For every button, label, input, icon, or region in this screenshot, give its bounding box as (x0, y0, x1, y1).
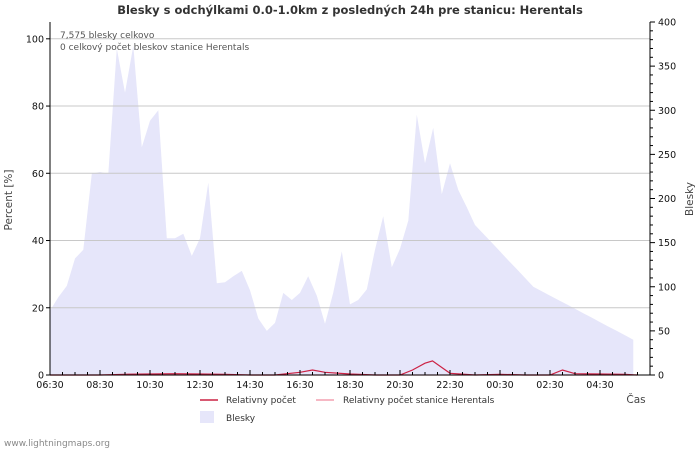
y-right-tick-label-50: 50 (658, 326, 670, 337)
x-tick-label-2230: 22:30 (436, 380, 463, 391)
x-axis-label: Čas (626, 393, 645, 406)
x-tick-label-1630: 16:30 (286, 380, 313, 391)
y-axis-right-label: Blesky (684, 182, 696, 216)
x-tick-label-2030: 20:30 (386, 380, 413, 391)
legend-swatch-blesky (200, 411, 214, 423)
y-left-tick-label-80: 80 (32, 102, 44, 113)
y-right-tick-label-250: 250 (658, 150, 676, 161)
credit-text: www.lightningmaps.org (4, 439, 110, 449)
y-right-tick-label-100: 100 (658, 282, 676, 293)
x-tick-label-0630: 06:30 (36, 380, 63, 391)
y-left-tick-label-20: 20 (32, 303, 44, 314)
axes (46, 21, 655, 376)
y-right-tick-label-300: 300 (658, 106, 676, 117)
y-left-tick-label-100: 100 (26, 34, 44, 45)
y-left-tick-label-0: 0 (38, 371, 44, 382)
y-left-tick-label-40: 40 (32, 236, 44, 247)
x-tick-label-0430: 04:30 (586, 380, 613, 391)
x-tick-label-1830: 18:30 (336, 380, 363, 391)
y-right-tick-label-150: 150 (658, 238, 676, 249)
x-tick-label-1030: 10:30 (136, 380, 163, 391)
tick-labels: 0 20 40 60 80 100 0 50 100 150 200 250 300 350 400 06:3… (26, 18, 676, 392)
chart-title: Blesky s odchýlkami 0.0-1.0km z posledný… (117, 3, 583, 17)
x-tick-label-0230: 02:30 (536, 380, 563, 391)
y-right-tick-label-350: 350 (658, 62, 676, 73)
x-tick-label-1430: 14:30 (236, 380, 263, 391)
gridlines (50, 38, 650, 309)
blesky-area-layer (50, 45, 634, 376)
y-right-tick-label-400: 400 (658, 18, 676, 29)
legend: Relativny počet Relativny počet stanice … (200, 395, 495, 424)
annotation-total-strikes: 7,575 blesky celkovo (60, 31, 155, 41)
annotation-station-strikes: 0 celkový počet bleskov stanice Herental… (60, 42, 249, 53)
x-tick-label-0830: 08:30 (86, 380, 113, 391)
y-right-tick-label-0: 0 (658, 371, 664, 382)
y-right-tick-label-200: 200 (658, 194, 676, 205)
y-axis-left-label: Percent [%] (3, 169, 15, 230)
y-left-tick-label-60: 60 (32, 169, 44, 180)
series-blesky-area (50, 45, 634, 376)
legend-label-blesky: Blesky (226, 414, 256, 424)
x-tick-label-1230: 12:30 (186, 380, 213, 391)
legend-label-relativny-pocet: Relativny počet (226, 395, 296, 406)
x-tick-label-0030: 00:30 (486, 380, 513, 391)
legend-label-relativny-pocet-stanice: Relativny počet stanice Herentals (343, 395, 495, 406)
